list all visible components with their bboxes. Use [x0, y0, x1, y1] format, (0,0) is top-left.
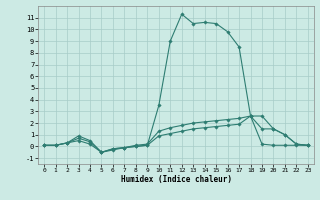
X-axis label: Humidex (Indice chaleur): Humidex (Indice chaleur): [121, 175, 231, 184]
